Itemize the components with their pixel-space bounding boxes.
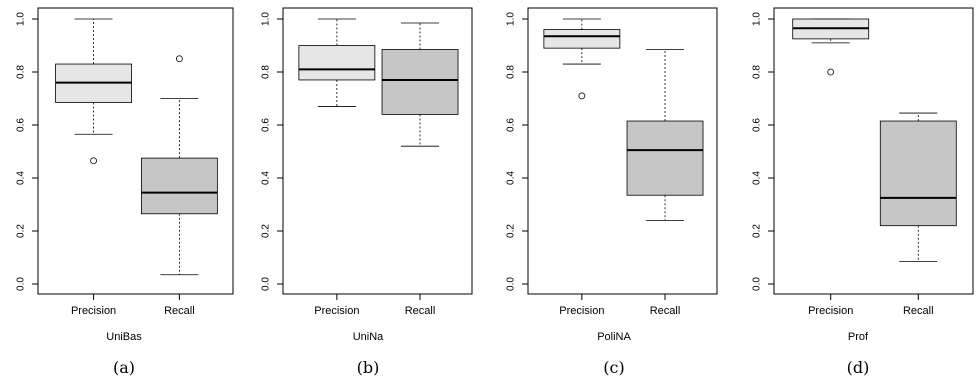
y-tick-label: 0.2 <box>506 224 517 238</box>
y-tick-label: 0.0 <box>261 277 272 291</box>
plot-frame <box>527 7 718 295</box>
iqr-box <box>381 49 459 115</box>
plot-frame <box>773 7 974 295</box>
panel-1: 0.0 0.2 0.4 0.6 0.8 1.0 Precision Recall UniBas (… <box>16 7 234 377</box>
panel-caption: (c) <box>603 358 624 377</box>
iqr-box <box>626 120 704 196</box>
category-label: Recall <box>405 305 436 317</box>
category-label: Recall <box>164 305 195 317</box>
iqr-box <box>298 45 376 81</box>
y-tick-label: 0.4 <box>506 171 517 185</box>
y-tick-label: 0.4 <box>752 171 763 185</box>
box-precision <box>792 18 870 76</box>
x-axis-label: UniBas <box>106 331 142 343</box>
y-tick-label: 0.2 <box>752 224 763 238</box>
panel-2: 0.0 0.2 0.4 0.6 0.8 1.0 Precision Recall UniNa (b… <box>261 7 473 377</box>
box-recall <box>626 49 704 221</box>
box-recall <box>879 112 957 262</box>
outlier-point <box>90 157 97 165</box>
iqr-box <box>543 29 621 49</box>
outlier-point <box>175 55 183 63</box>
y-tick-label: 0.4 <box>16 171 27 185</box>
y-tick-label: 0.6 <box>752 118 763 132</box>
y-tick-label: 1.0 <box>752 12 763 26</box>
panel-caption: (b) <box>357 358 380 377</box>
box-recall <box>381 22 459 147</box>
y-tick-label: 0.2 <box>16 224 27 238</box>
y-tick-label: 0.0 <box>752 277 763 291</box>
category-label: Precision <box>314 305 359 317</box>
box-recall <box>140 55 218 276</box>
y-tick-label: 0.6 <box>261 118 272 132</box>
box-precision <box>543 18 621 100</box>
y-tick-label: 0.0 <box>506 277 517 291</box>
y-tick-label: 0.4 <box>261 171 272 185</box>
y-tick-label: 0.8 <box>752 65 763 79</box>
plot-frame <box>282 7 473 295</box>
y-tick-label: 0.8 <box>16 65 27 79</box>
y-tick-label: 0.2 <box>261 224 272 238</box>
outlier-point <box>827 68 835 76</box>
y-tick-label: 0.8 <box>261 65 272 79</box>
x-axis-label: UniNa <box>353 331 384 343</box>
panel-caption: (a) <box>113 358 135 377</box>
y-tick-label: 0.8 <box>506 65 517 79</box>
y-tick-label: 0.6 <box>16 118 27 132</box>
y-tick-label: 1.0 <box>16 12 27 26</box>
y-tick-label: 0.0 <box>16 277 27 291</box>
plot-frame <box>37 7 234 295</box>
panel-caption: (d) <box>847 358 870 377</box>
category-label: Precision <box>71 305 116 317</box>
category-label: Recall <box>903 305 934 317</box>
x-axis-label: PoliNA <box>597 331 631 343</box>
iqr-box <box>879 120 957 227</box>
category-label: Recall <box>650 305 681 317</box>
category-label: Precision <box>559 305 604 317</box>
iqr-box <box>140 157 218 215</box>
x-axis-label: Prof <box>848 331 869 343</box>
panel-3: 0.0 0.2 0.4 0.6 0.8 1.0 Precision Recall PoliNA (… <box>506 7 718 377</box>
y-tick-label: 1.0 <box>506 12 517 26</box>
category-label: Precision <box>808 305 853 317</box>
y-tick-label: 0.6 <box>506 118 517 132</box>
box-precision <box>298 18 376 107</box>
box-precision <box>55 18 132 165</box>
y-tick-label: 1.0 <box>261 12 272 26</box>
panel-4: 0.0 0.2 0.4 0.6 0.8 1.0 Precision Recall Prof (d) <box>752 7 974 377</box>
outlier-point <box>578 92 586 100</box>
